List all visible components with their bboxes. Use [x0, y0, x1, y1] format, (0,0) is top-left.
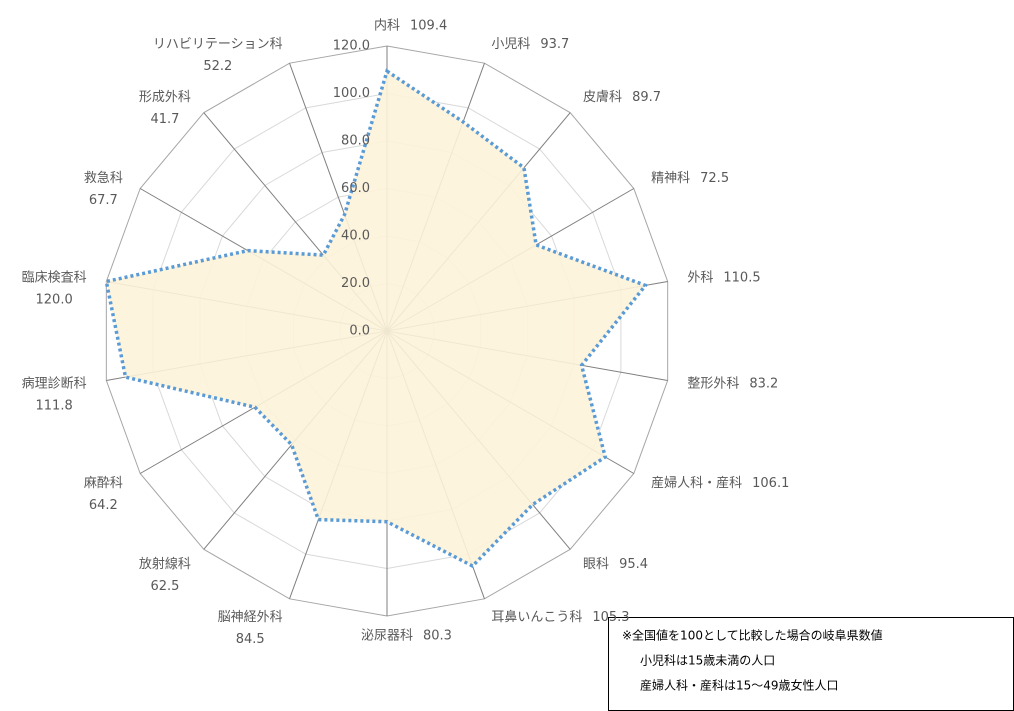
value-label: 111.8 — [36, 398, 73, 413]
value-label: 64.2 — [89, 498, 118, 513]
data-area — [104, 68, 649, 569]
category-label: リハビリテーション科 — [153, 37, 283, 52]
category-label: 内科 — [374, 18, 400, 34]
value-label: 89.7 — [632, 90, 661, 105]
note-line: ※全国値を100として比較した場合の岐阜県数値 — [622, 628, 883, 643]
value-label: 67.7 — [89, 193, 118, 208]
note-line: 産婦人科・産科は15～49歳女性人口 — [640, 678, 839, 693]
category-label: 病理診断科 — [22, 375, 87, 391]
value-label: 110.5 — [723, 271, 760, 286]
tick-label: 60.0 — [341, 181, 370, 196]
category-label: 整形外科 — [687, 376, 739, 391]
tick-label: 0.0 — [349, 324, 370, 339]
value-label: 109.4 — [410, 19, 447, 34]
value-label: 120.0 — [36, 293, 73, 308]
category-label: 眼科 — [583, 557, 609, 572]
category-label: 救急科 — [84, 170, 123, 186]
category-label: 麻酔科 — [84, 476, 123, 491]
category-label: 産婦人科・産科 — [651, 475, 742, 491]
value-label: 72.5 — [700, 171, 729, 186]
value-label: 41.7 — [150, 112, 179, 127]
value-label: 84.5 — [236, 632, 265, 647]
value-label: 62.5 — [150, 579, 179, 594]
category-label: 脳神経外科 — [218, 610, 283, 625]
value-label: 80.3 — [423, 629, 452, 644]
note-line: 小児科は15歳未満の人口 — [640, 654, 775, 668]
category-label: 耳鼻いんこう科 — [491, 609, 582, 625]
value-label: 52.2 — [203, 59, 232, 74]
category-label: 泌尿器科 — [361, 629, 413, 644]
tick-label: 100.0 — [333, 86, 370, 101]
category-label: 小児科 — [491, 37, 530, 52]
category-label: 形成外科 — [139, 90, 191, 105]
tick-label: 20.0 — [341, 276, 370, 291]
value-label: 83.2 — [749, 376, 778, 391]
category-label: 精神科 — [651, 171, 690, 186]
tick-label: 40.0 — [341, 229, 370, 244]
category-label: 臨床検査科 — [22, 271, 87, 286]
tick-label: 80.0 — [341, 134, 370, 149]
tick-label: 120.0 — [333, 39, 370, 54]
value-label: 105.3 — [592, 610, 629, 625]
note-box — [608, 617, 1014, 711]
category-label: 皮膚科 — [583, 89, 622, 105]
category-label: 外科 — [687, 271, 713, 286]
value-label: 95.4 — [619, 557, 648, 572]
category-label: 放射線科 — [139, 556, 191, 572]
value-label: 93.7 — [540, 37, 569, 52]
value-label: 106.1 — [752, 476, 789, 491]
